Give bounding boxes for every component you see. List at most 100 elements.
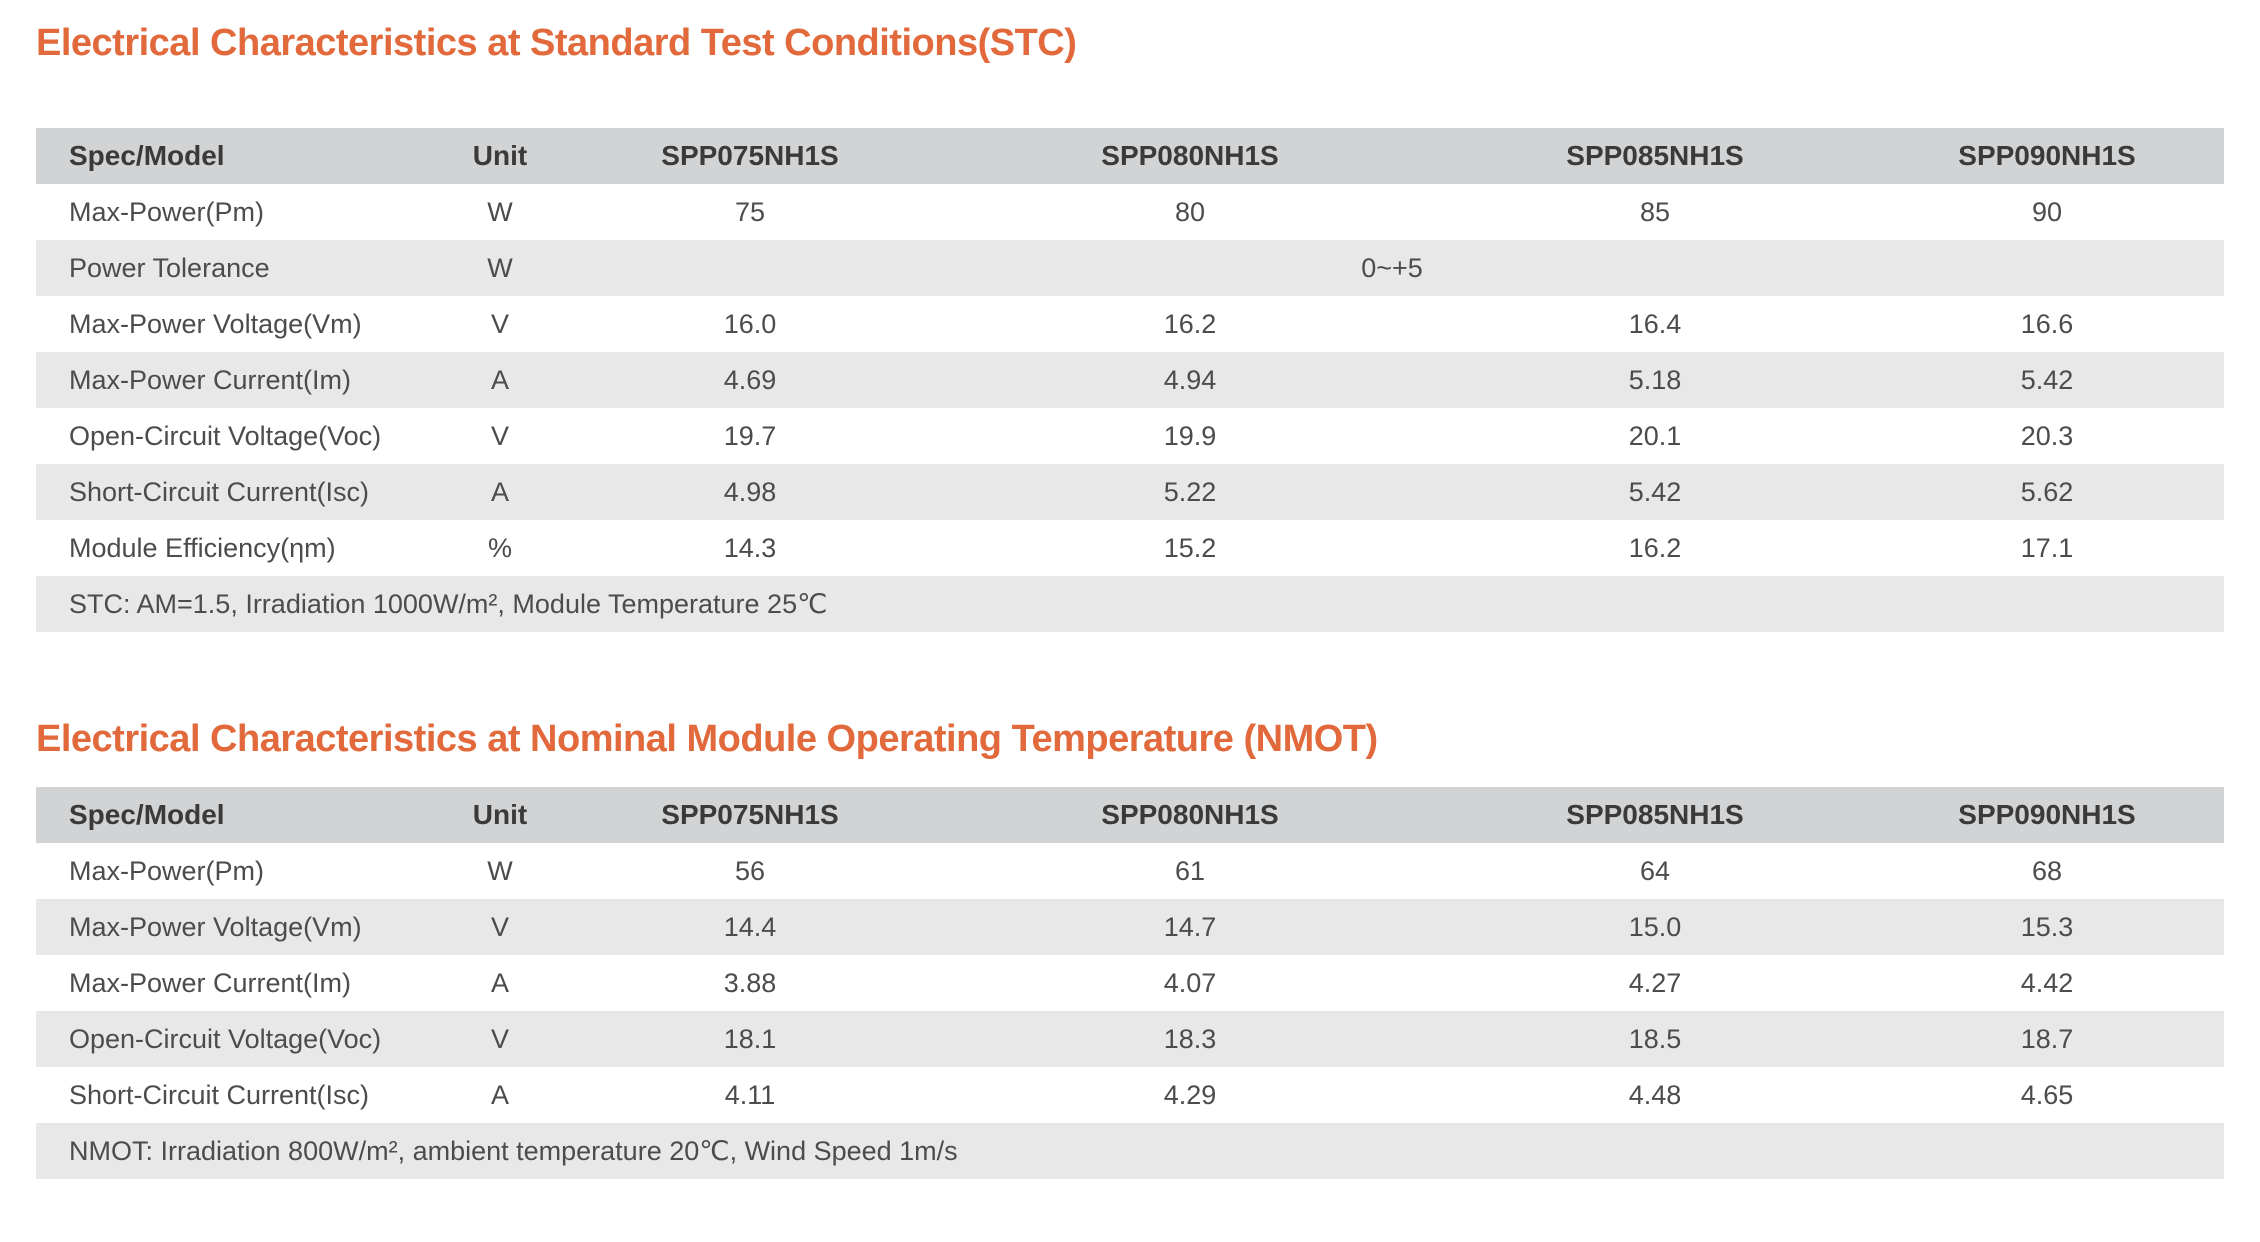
spec-value: 16.4 — [1628, 308, 1682, 339]
spec-value: 3.88 — [723, 967, 777, 998]
spec-value: 4.69 — [723, 364, 777, 395]
section-nmot: Electrical Characteristics at Nominal Mo… — [36, 716, 2224, 1179]
stc-table-footer: STC: AM=1.5, Irradiation 1000W/m², Modul… — [36, 576, 2224, 632]
spec-value: 14.4 — [723, 911, 777, 942]
spec-value: 17.1 — [2020, 532, 2074, 563]
table-row: Open-Circuit Voltage(Voc) V 19.7 19.9 20.1 20… — [36, 408, 2224, 464]
column-header-spec-model: Spec/Model — [36, 128, 440, 184]
spec-value: 4.29 — [1163, 1079, 1217, 1110]
spec-value: 64 — [1639, 855, 1671, 886]
stc-table-body: Max-Power(Pm) W 75 80 85 90 Power Tolerance W 0~… — [36, 184, 2224, 576]
table-row: Open-Circuit Voltage(Voc) V 18.1 18.3 18.5 18… — [36, 1011, 2224, 1067]
unit-value: A — [490, 364, 509, 395]
nmot-section-title: Electrical Characteristics at Nominal Mo… — [36, 718, 1378, 760]
column-header-spp085nh1s: SPP085NH1S — [1440, 128, 1870, 184]
spec-value: 4.94 — [1163, 364, 1217, 395]
column-header-spp090nh1s: SPP090NH1S — [1870, 128, 2224, 184]
spec-value: 20.3 — [2020, 420, 2074, 451]
table-row: Max-Power(Pm) W 75 80 85 90 — [36, 184, 2224, 240]
spec-value: 5.62 — [2020, 476, 2074, 507]
unit-value: V — [490, 911, 509, 942]
unit-value: A — [490, 967, 509, 998]
unit-value: A — [490, 476, 509, 507]
spec-value: 15.2 — [1163, 532, 1217, 563]
spec-value: 14.3 — [723, 532, 777, 563]
datasheet: Electrical Characteristics at Standard T… — [36, 20, 2224, 1179]
stc-section-title: Electrical Characteristics at Standard T… — [36, 22, 1077, 64]
spec-value: 16.2 — [1163, 308, 1217, 339]
table-row: Max-Power Current(Im) A 3.88 4.07 4.27 4.42 — [36, 955, 2224, 1011]
spec-value: 5.42 — [2020, 364, 2074, 395]
spec-label: Max-Power Current(Im) — [69, 364, 352, 395]
spec-label: Max-Power(Pm) — [69, 855, 265, 886]
spec-value: 16.0 — [723, 308, 777, 339]
table-row: Short-Circuit Current(Isc) A 4.11 4.29 4.48 4… — [36, 1067, 2224, 1123]
spec-value: 20.1 — [1628, 420, 1682, 451]
unit-value: W — [487, 855, 513, 886]
spec-value: 4.65 — [2020, 1079, 2074, 1110]
spec-label: Open-Circuit Voltage(Voc) — [69, 1023, 382, 1054]
spec-value: 85 — [1639, 196, 1671, 227]
nmot-table: Spec/Model Unit SPP075NH1S SPP080NH1S SPP085… — [36, 787, 2224, 1179]
spec-value: 75 — [734, 196, 766, 227]
header-row: Spec/Model Unit SPP075NH1S SPP080NH1S SPP085… — [36, 787, 2224, 843]
table-row: Max-Power Current(Im) A 4.69 4.94 5.18 5.42 — [36, 352, 2224, 408]
spec-value: 4.42 — [2020, 967, 2074, 998]
table-row: Short-Circuit Current(Isc) A 4.98 5.22 5.42 5… — [36, 464, 2224, 520]
spec-value: 4.27 — [1628, 967, 1682, 998]
table-row: Module Efficiency(ηm)% 14.3 15.2 16.2 17.1 — [36, 520, 2224, 576]
spec-value: 18.5 — [1628, 1023, 1682, 1054]
spec-value: 14.7 — [1163, 911, 1217, 942]
spec-label: Max-Power Voltage(Vm) — [69, 308, 362, 339]
spec-label: Max-Power(Pm) — [69, 196, 265, 227]
spec-value: 19.9 — [1163, 420, 1217, 451]
spec-value: 4.98 — [723, 476, 777, 507]
unit-value: W — [487, 252, 513, 283]
spec-value: 18.3 — [1163, 1023, 1217, 1054]
spec-value: 90 — [2031, 196, 2063, 227]
spec-value: 5.18 — [1628, 364, 1682, 395]
unit-value: W — [487, 196, 513, 227]
spec-value: 61 — [1174, 855, 1206, 886]
section-stc: Electrical Characteristics at Standard T… — [36, 20, 2224, 632]
spec-value: 80 — [1174, 196, 1206, 227]
spec-value: 4.11 — [724, 1079, 776, 1110]
table-row: Power Tolerance W 0~+5 — [36, 240, 2224, 296]
column-header-spp090nh1s: SPP090NH1S — [1870, 787, 2224, 843]
nmot-note: NMOT: Irradiation 800W/m², ambient tempe… — [36, 1123, 2224, 1179]
spec-label: Max-Power Voltage(Vm) — [69, 911, 362, 942]
spec-value: 15.0 — [1628, 911, 1682, 942]
stc-table: Spec/Model Unit SPP075NH1S SPP080NH1S SPP085… — [36, 128, 2224, 632]
unit-value: V — [490, 420, 509, 451]
spec-value: 5.22 — [1163, 476, 1217, 507]
column-header-spp080nh1s: SPP080NH1S — [940, 128, 1440, 184]
merged-value: 0~+5 — [1361, 252, 1423, 283]
spec-value: 68 — [2031, 855, 2063, 886]
spec-value: 18.1 — [723, 1023, 777, 1054]
column-header-unit: Unit — [440, 128, 560, 184]
column-header-spec-model: Spec/Model — [36, 787, 440, 843]
column-header-spp085nh1s: SPP085NH1S — [1440, 787, 1870, 843]
column-header-unit: Unit — [440, 787, 560, 843]
note-row: STC: AM=1.5, Irradiation 1000W/m², Modul… — [36, 576, 2224, 632]
spec-label: Short-Circuit Current(Isc) — [69, 1079, 370, 1110]
table-row: Max-Power Voltage(Vm) V 14.4 14.7 15.0 15.3 — [36, 899, 2224, 955]
column-header-spp080nh1s: SPP080NH1S — [940, 787, 1440, 843]
spec-value: 5.42 — [1628, 476, 1682, 507]
spec-value: 16.2 — [1628, 532, 1682, 563]
unit-value: % — [487, 532, 512, 563]
unit-value: V — [490, 1023, 509, 1054]
spec-label: Power Tolerance — [69, 252, 270, 283]
unit-value: A — [490, 1079, 509, 1110]
nmot-table-footer: NMOT: Irradiation 800W/m², ambient tempe… — [36, 1123, 2224, 1179]
spec-value: 56 — [734, 855, 766, 886]
header-row: Spec/Model Unit SPP075NH1S SPP080NH1S SPP085… — [36, 128, 2224, 184]
spec-label: Max-Power Current(Im) — [69, 967, 352, 998]
spec-label: Short-Circuit Current(Isc) — [69, 476, 370, 507]
spec-value: 4.07 — [1163, 967, 1217, 998]
stc-note: STC: AM=1.5, Irradiation 1000W/m², Modul… — [36, 576, 2224, 632]
spec-label: Module Efficiency(ηm) — [69, 532, 336, 563]
note-row: NMOT: Irradiation 800W/m², ambient tempe… — [36, 1123, 2224, 1179]
spec-value: 16.6 — [2020, 308, 2074, 339]
table-row: Max-Power(Pm) W 56 61 64 68 — [36, 843, 2224, 899]
